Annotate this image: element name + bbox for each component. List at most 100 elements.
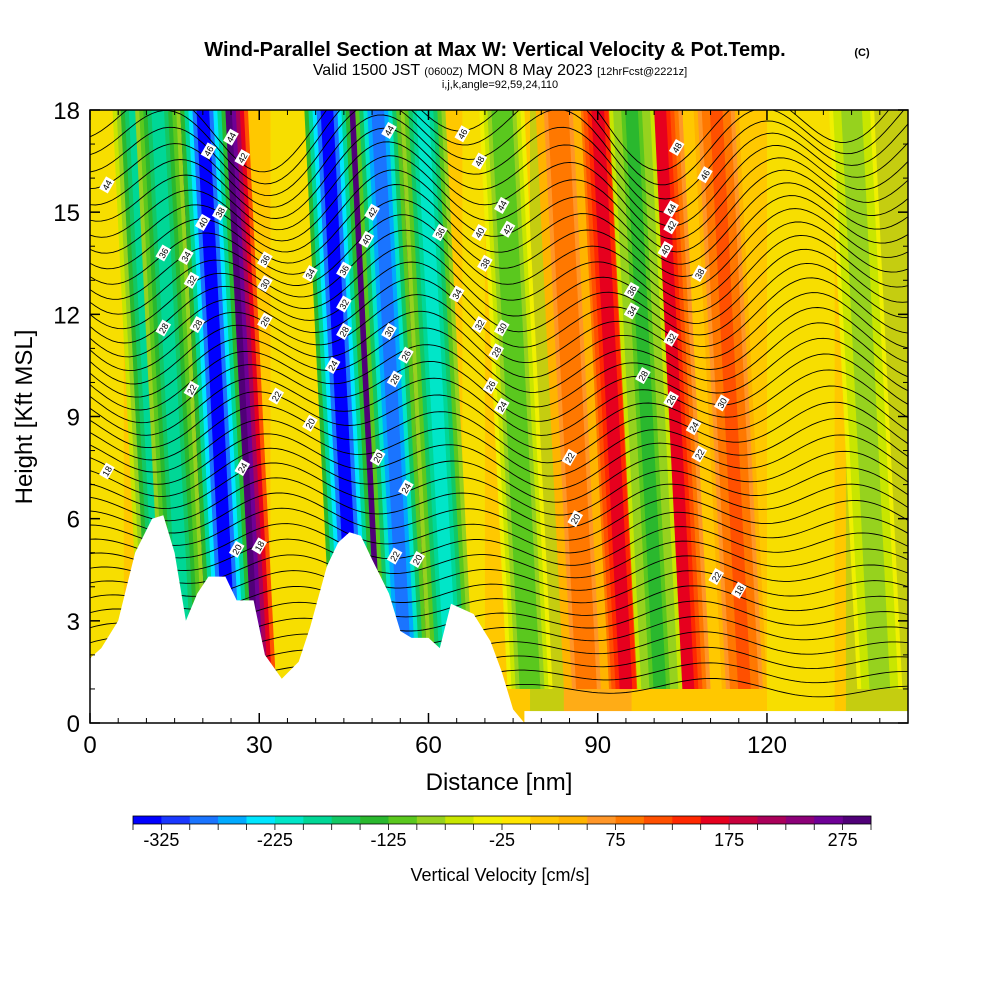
- theta-label: 46: [697, 166, 713, 184]
- theta-label: 34: [302, 264, 318, 283]
- forecast-label: [12hrFcst@2221z]: [597, 66, 687, 78]
- updraft-band-7: [551, 110, 593, 689]
- theta-label-box: [663, 217, 679, 235]
- theta-label-box: [657, 241, 674, 259]
- theta-label-text: 24: [236, 461, 250, 475]
- colorbar-tick-label: 75: [605, 830, 625, 850]
- theta-label-text: 20: [411, 553, 425, 567]
- theta-label-box: [663, 200, 679, 218]
- theta-label: 18: [251, 537, 268, 555]
- theta-label-box: [663, 390, 679, 409]
- colorbar-swatch: [274, 816, 304, 824]
- field-band: [766, 110, 835, 723]
- colorbar-swatch: [643, 816, 673, 824]
- theta-label: 40: [194, 213, 211, 231]
- theta-label-box: [381, 322, 397, 340]
- bottom-mask: [524, 711, 908, 723]
- theta-label-text: 18: [732, 584, 746, 598]
- theta-label-box: [499, 220, 516, 238]
- theta-contour: [90, 447, 908, 503]
- theta-label: 34: [178, 247, 194, 265]
- theta-contour: [90, 169, 908, 265]
- theta-label-box: [99, 176, 115, 194]
- theta-label: 24: [398, 479, 414, 497]
- theta-label: 20: [567, 510, 584, 528]
- theta-label-box: [471, 316, 488, 334]
- theta-label: 36: [431, 224, 448, 242]
- theta-label: 36: [623, 281, 640, 300]
- theta-label-box: [477, 254, 493, 272]
- theta-label: 46: [200, 142, 217, 160]
- theta-label-text: 44: [495, 199, 509, 213]
- valid-utc-label: (0600Z): [424, 66, 463, 78]
- theta-label: 20: [302, 414, 318, 432]
- theta-label-box: [211, 203, 228, 221]
- theta-label: 30: [713, 394, 730, 412]
- theta-label: 22: [386, 547, 403, 565]
- theta-contour: [90, 110, 905, 186]
- theta-label-text: 38: [213, 206, 227, 220]
- theta-label-box: [302, 414, 318, 432]
- theta-label-text: 30: [715, 396, 729, 410]
- theta-contour: [90, 369, 908, 436]
- theta-label-text: 32: [337, 298, 351, 312]
- theta-label-text: 40: [360, 233, 374, 247]
- valid-date-label: MON 8 May 2023: [467, 62, 592, 79]
- theta-label-text: 20: [569, 512, 583, 526]
- theta-label-text: 22: [185, 383, 199, 397]
- theta-label-box: [358, 230, 375, 248]
- theta-label-box: [268, 387, 285, 405]
- chart-title: Wind-Parallel Section at Max W: Vertical…: [204, 39, 785, 61]
- theta-label-box: [471, 224, 488, 242]
- theta-label: 28: [635, 367, 651, 385]
- theta-label-text: 20: [304, 417, 318, 431]
- copyright-mark: (C): [854, 47, 870, 59]
- valid-time-label: Valid 1500 JST: [313, 62, 421, 79]
- theta-label: 44: [99, 176, 115, 194]
- colorbar-swatch: [757, 816, 787, 824]
- terrain-mask: [90, 515, 908, 723]
- theta-label-text: 18: [253, 539, 267, 553]
- y-tick-label: 18: [53, 98, 80, 125]
- theta-label-text: 32: [185, 274, 199, 288]
- theta-label-text: 36: [258, 253, 272, 267]
- theta-label: 28: [155, 319, 172, 337]
- colorbar-tick-label: 175: [714, 830, 744, 850]
- theta-label-box: [155, 319, 172, 337]
- theta-label-box: [234, 459, 251, 477]
- theta-label-box: [668, 138, 685, 157]
- theta-label-box: [189, 316, 206, 334]
- theta-label-box: [183, 271, 200, 289]
- theta-label-text: 36: [433, 226, 447, 240]
- theta-label-box: [398, 346, 414, 364]
- theta-label-box: [685, 418, 702, 436]
- theta-label-text: 28: [337, 325, 351, 339]
- theta-label-box: [234, 149, 251, 167]
- theta-label-box: [183, 380, 200, 398]
- theta-label: 48: [668, 138, 685, 157]
- theta-label-box: [364, 203, 380, 221]
- theta-label-text: 28: [191, 318, 205, 332]
- theta-contour: [90, 245, 908, 330]
- theta-label: 42: [663, 217, 679, 235]
- theta-label: 44: [663, 200, 679, 218]
- theta-label-text: 42: [236, 151, 250, 165]
- theta-label-text: 22: [563, 451, 577, 465]
- x-tick-label: 60: [415, 732, 442, 759]
- x-tick-label: 0: [83, 732, 96, 759]
- theta-label-box: [99, 462, 115, 480]
- colorbar-swatch: [587, 816, 616, 824]
- theta-label: 36: [336, 261, 352, 279]
- theta-label-text: 34: [625, 304, 639, 318]
- theta-label: 22: [708, 568, 725, 586]
- theta-label-text: 36: [337, 264, 351, 278]
- theta-label: 46: [454, 125, 471, 143]
- theta-label: 24: [324, 356, 341, 374]
- theta-label-box: [251, 537, 268, 555]
- colorbar-tick-label: -125: [370, 830, 406, 850]
- theta-label-box: [713, 394, 730, 412]
- theta-label-text: 42: [501, 223, 515, 237]
- theta-label-text: 44: [225, 131, 239, 145]
